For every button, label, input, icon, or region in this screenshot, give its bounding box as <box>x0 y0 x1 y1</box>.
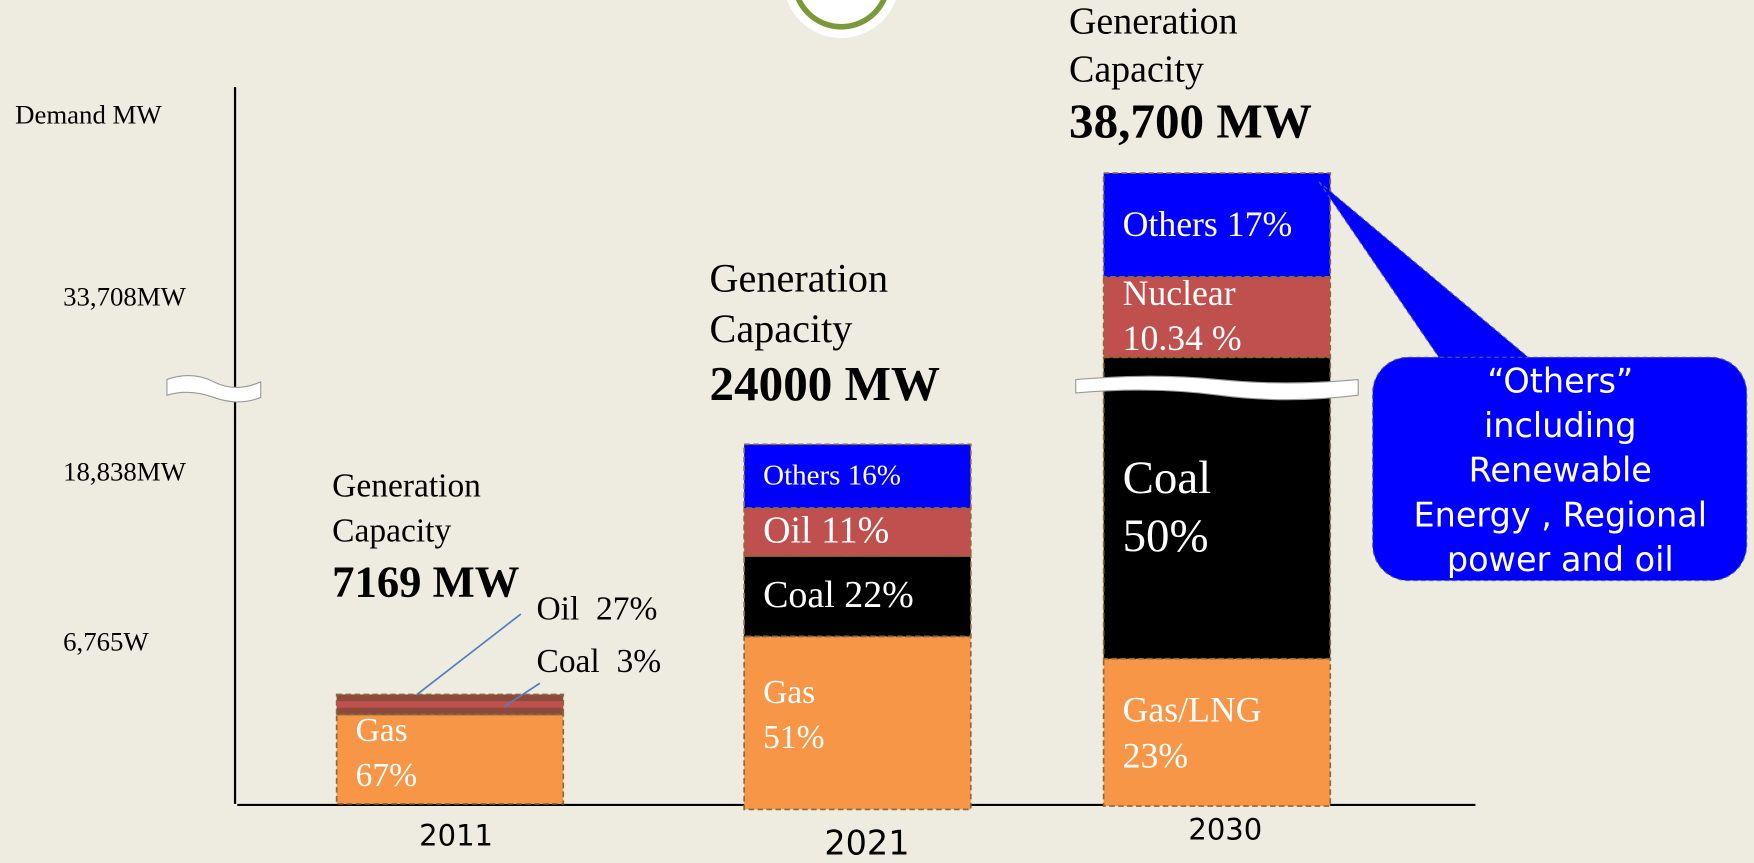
segment-label: Others 17% <box>1123 204 1293 244</box>
caption: Capacity <box>1069 48 1204 90</box>
bar-segment <box>1102 657 1332 807</box>
callout-text: Renewable <box>1469 451 1652 490</box>
y-axis-label: Demand MW <box>15 99 162 129</box>
segment-label: Oil 11% <box>763 509 889 551</box>
segment-label: 10.34 % <box>1123 318 1242 358</box>
y-tick-label: 6,765W <box>63 626 149 656</box>
y-tick-label: 18,838MW <box>63 457 186 487</box>
caption: Generation <box>710 256 889 301</box>
logo-ring <box>786 0 896 38</box>
caption: Capacity <box>710 306 853 351</box>
total: 38,700 MW <box>1069 93 1312 148</box>
y-tick-label: 33,708MW <box>63 281 186 311</box>
bar-segment <box>1102 172 1332 278</box>
callout-pointer <box>1318 181 1535 363</box>
segment-label: Coal <box>1123 452 1212 504</box>
caption: Capacity <box>332 512 451 549</box>
leader-line <box>503 682 541 708</box>
bar-segment <box>335 713 565 805</box>
axis-break <box>1075 375 1359 401</box>
bar-segment <box>743 507 972 557</box>
x-tick-label: 2011 <box>419 818 493 852</box>
bar-segment <box>743 555 972 638</box>
bar-segment <box>1102 356 1332 660</box>
leader-line <box>416 613 522 696</box>
segment-label: 67% <box>356 757 417 794</box>
total: 7169 MW <box>332 556 519 606</box>
segment-label: Oil 27% <box>536 590 657 627</box>
x-tick-label: 2021 <box>824 824 909 863</box>
segment-label: 51% <box>763 719 824 756</box>
bar-segment <box>1102 276 1332 359</box>
total: 24000 MW <box>710 356 941 411</box>
bar-segment <box>743 443 972 509</box>
axis-break <box>166 375 262 403</box>
segment-label: 23% <box>1123 735 1188 775</box>
caption: Generation <box>1069 0 1238 42</box>
caption: Generation <box>332 468 481 505</box>
segment-label: Coal 3% <box>536 643 661 680</box>
callout-text: including <box>1484 406 1637 445</box>
segment-label: Nuclear <box>1123 273 1236 313</box>
segment-label: Gas/LNG <box>1123 690 1262 730</box>
segment-label: Coal 22% <box>763 574 914 616</box>
logo <box>795 0 887 30</box>
segment-label: Gas <box>763 674 815 711</box>
callout-text: power and oil <box>1447 540 1674 579</box>
segment-label: Others 16% <box>763 459 901 491</box>
bar-segment <box>336 701 564 708</box>
x-tick-label: 2030 <box>1188 813 1262 847</box>
segment-label: Gas <box>356 712 408 749</box>
bar-segment <box>743 635 972 811</box>
segment-label: 50% <box>1123 510 1209 562</box>
callout-text: “Others” <box>1487 361 1633 400</box>
callout <box>1372 356 1748 582</box>
callout-text: Energy , Regional <box>1413 495 1707 534</box>
